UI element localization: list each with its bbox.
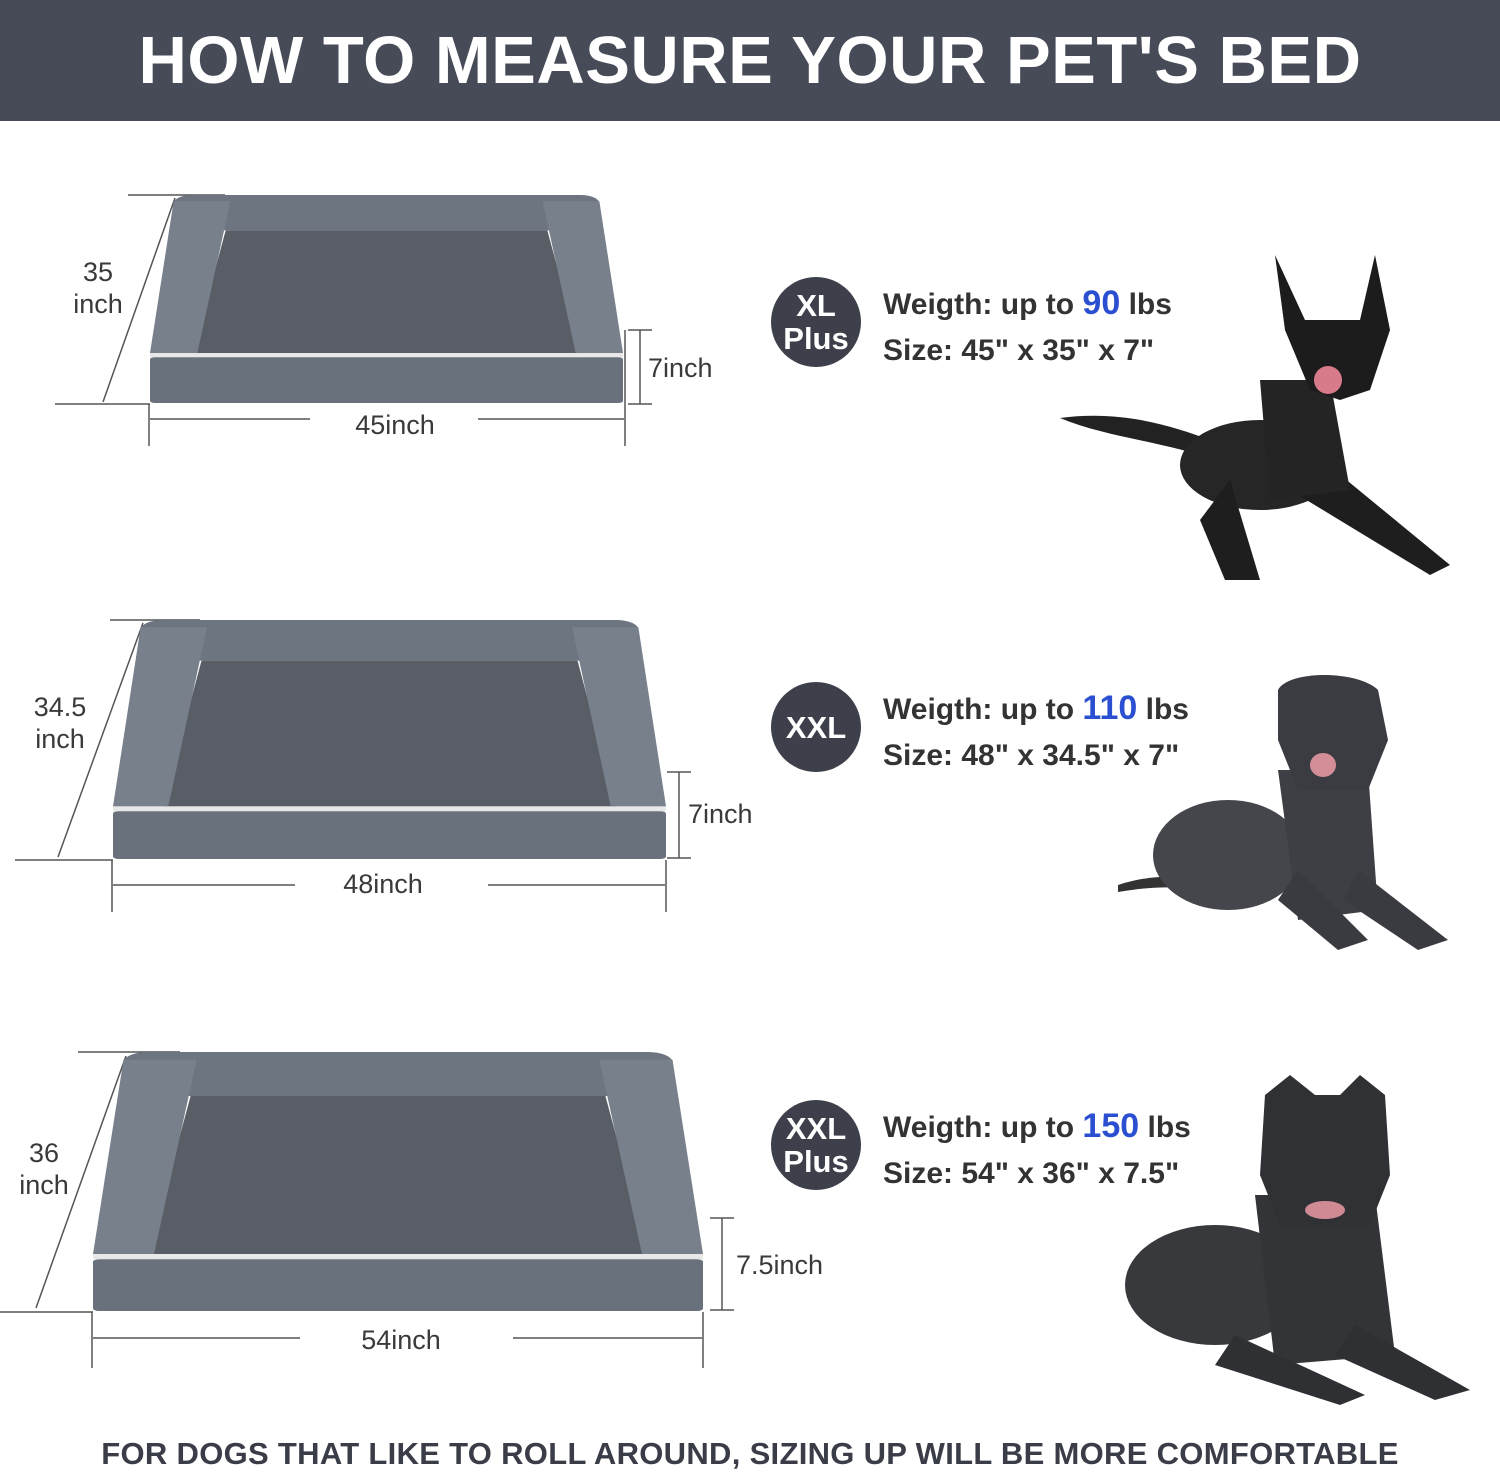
badge-line2: Plus	[783, 321, 849, 356]
depth-unit: inch	[73, 289, 123, 319]
weight-value: 110	[1082, 689, 1138, 727]
weight-line: Weigth: up to 90 lbs	[883, 280, 1172, 328]
spec-text-xl-plus: Weigth: up to 90 lbs Size: 45" x 35" x 7…	[883, 280, 1172, 374]
badge-line1: XXL	[785, 1111, 847, 1146]
weight-prefix: Weigth: up to	[883, 288, 1075, 321]
bed-image-xl-plus	[150, 195, 623, 403]
depth-value: 34.5	[33, 692, 87, 722]
depth-label: 34.5 inch	[20, 691, 100, 755]
height-label: 7inch	[648, 353, 713, 383]
depth-value: 35	[82, 257, 114, 287]
size-line: Size: 48" x 34.5" x 7"	[883, 739, 1180, 772]
depth-unit: inch	[35, 724, 85, 754]
footer-note: FOR DOGS THAT LIKE TO ROLL AROUND, SIZIN…	[101, 1436, 1399, 1471]
weight-value: 150	[1082, 1107, 1140, 1145]
dimension-lines-row-3	[0, 1051, 734, 1368]
width-label: 48inch	[343, 869, 423, 899]
size-badge-xl-plus: XL Plus	[771, 277, 861, 367]
height-label: 7inch	[688, 799, 753, 829]
size-badge-xxl: XXL	[771, 682, 861, 772]
spec-text-xxl: Weigth: up to 110 lbs Size: 48" x 34.5" …	[883, 685, 1189, 779]
spec-text-xxl-plus: Weigth: up to 150 lbs Size: 54" x 36" x …	[883, 1103, 1191, 1197]
dog-image-great-dane	[1118, 675, 1448, 950]
depth-value: 36	[28, 1138, 60, 1168]
size-badge-xxl-plus: XXL Plus	[771, 1100, 861, 1190]
weight-value: 90	[1082, 284, 1121, 322]
bed-image-xxl	[113, 620, 666, 859]
dimension-lines-row-2	[15, 619, 691, 912]
weight-unit: lbs	[1145, 693, 1189, 726]
depth-label: 35 inch	[62, 256, 134, 320]
header-banner: HOW TO MEASURE YOUR PET'S BED	[0, 0, 1500, 121]
weight-unit: lbs	[1147, 1111, 1191, 1144]
weight-line: Weigth: up to 110 lbs	[883, 685, 1189, 733]
page-title: HOW TO MEASURE YOUR PET'S BED	[138, 23, 1362, 98]
size-line: Size: 45" x 35" x 7"	[883, 334, 1155, 367]
weight-prefix: Weigth: up to	[883, 693, 1075, 726]
weight-prefix: Weigth: up to	[883, 1111, 1075, 1144]
width-label: 45inch	[355, 410, 435, 440]
badge-line2: Plus	[783, 1144, 849, 1179]
height-label: 7.5inch	[736, 1250, 824, 1280]
dog-image-cane-corso	[1125, 1075, 1470, 1405]
depth-unit: inch	[19, 1170, 69, 1200]
depth-label: 36 inch	[8, 1137, 80, 1201]
width-label: 54inch	[361, 1325, 441, 1355]
weight-unit: lbs	[1128, 288, 1172, 321]
dog-image-shepherd	[1060, 255, 1450, 580]
badge-line1: XXL	[785, 709, 847, 745]
weight-line: Weigth: up to 150 lbs	[883, 1103, 1191, 1151]
badge-line1: XL	[796, 288, 836, 323]
bed-image-xxl-plus	[93, 1052, 703, 1311]
dimension-lines-row-1	[55, 194, 652, 446]
size-line: Size: 54" x 36" x 7.5"	[883, 1157, 1180, 1190]
